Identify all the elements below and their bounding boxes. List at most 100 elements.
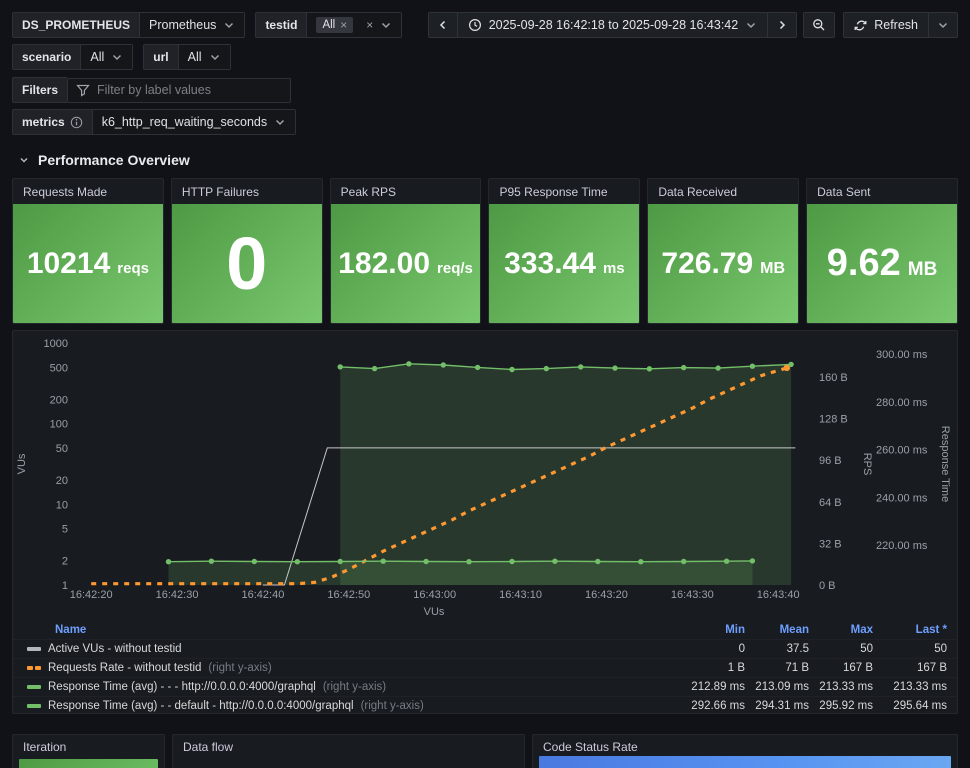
datasource-label: DS_PROMETHEUS: [13, 13, 141, 37]
iteration-panel: Iteration: [12, 734, 165, 768]
vus-axis-label: VUs: [16, 453, 28, 474]
legend-header-max[interactable]: Max: [850, 624, 873, 636]
legend-value-max: 213.33 ms: [819, 681, 873, 693]
legend-header-row: Name Min Mean Max Last *: [13, 621, 957, 639]
datasource-select[interactable]: Prometheus: [140, 13, 245, 37]
series-point: [681, 364, 687, 371]
series-point: [646, 366, 653, 372]
series-point: [440, 362, 446, 368]
clock-icon: [468, 18, 481, 32]
x-axis-label: VUs: [424, 606, 445, 618]
time-range-picker[interactable]: 2025-09-28 16:42:18 to 2025-09-28 16:43:…: [456, 13, 768, 37]
code-status-rate-panel: Code Status Rate: [532, 734, 958, 768]
time-shift-back-button[interactable]: [428, 13, 457, 37]
stat-panel-value-area: 9.62 MB: [807, 204, 957, 323]
rps-axis-label: RPS: [861, 453, 873, 476]
series-point: [251, 558, 257, 565]
chevron-down-icon: [225, 22, 234, 29]
metrics-variable: metrics k6_http_req_waiting_seconds: [12, 109, 297, 135]
series-point: [715, 365, 721, 371]
legend-row: Response Time (avg) - - default - http:/…: [13, 696, 957, 713]
time-shift-forward-button[interactable]: [767, 13, 797, 37]
series-point: [783, 364, 790, 372]
stat-panel: HTTP Failures 0: [170, 178, 323, 324]
legend-value-mean: 37.5: [786, 643, 809, 655]
series-fill: [340, 363, 792, 585]
chevron-down-icon: [382, 22, 391, 29]
toolbar-row-4: metrics k6_http_req_waiting_seconds: [12, 109, 958, 135]
legend-value-last: 167 B: [916, 662, 947, 674]
legend-series-name[interactable]: Response Time (avg) - - default - http:/…: [27, 700, 681, 712]
remove-chip-icon[interactable]: ×: [340, 18, 348, 32]
legend-series-name[interactable]: Requests Rate - without testid (right y-a…: [27, 662, 681, 674]
series-point: [337, 558, 343, 565]
testid-select[interactable]: All × ×: [307, 13, 402, 37]
stat-panel: P95 Response Time 333.44 ms: [488, 178, 641, 324]
clear-all-icon[interactable]: ×: [366, 18, 374, 32]
legend-header-mean[interactable]: Mean: [779, 624, 809, 636]
info-icon[interactable]: [70, 116, 83, 129]
rps-tick-label: 64 B: [819, 497, 842, 509]
x-tick-label: 16:42:40: [242, 589, 285, 601]
vus-tick-label: 5: [62, 524, 68, 536]
refresh-button[interactable]: Refresh: [844, 13, 928, 37]
series-point: [723, 558, 730, 564]
stat-panel-value-area: 182.00 req/s: [330, 204, 481, 323]
stat-unit: reqs: [117, 259, 149, 277]
legend-swatch: [27, 666, 41, 670]
series-point: [371, 365, 378, 372]
x-tick-label: 16:42:50: [327, 589, 370, 601]
metrics-label-text: metrics: [22, 115, 65, 129]
stat-panel: Peak RPS 182.00 req/s: [329, 178, 482, 324]
url-select[interactable]: All: [178, 45, 230, 69]
vus-tick-label: 1000: [44, 338, 68, 350]
series-line: [262, 447, 796, 586]
stat-panel-title: P95 Response Time: [499, 184, 608, 199]
chevron-right-icon: [780, 20, 786, 30]
series-point: [423, 558, 429, 565]
filters-input[interactable]: [97, 83, 283, 97]
legend-header-last[interactable]: Last *: [915, 624, 947, 636]
time-range-text: 2025-09-28 16:42:18 to 2025-09-28 16:43:…: [488, 18, 739, 32]
vus-tick-label: 10: [56, 499, 68, 511]
refresh-interval-button[interactable]: [928, 13, 957, 37]
series-point: [474, 364, 481, 371]
legend-series-name[interactable]: Response Time (avg) - - - http://0.0.0.0…: [27, 681, 681, 693]
stat-panel-value-area: 10214 reqs: [13, 204, 163, 323]
legend-series-name[interactable]: Active VUs - without testid: [27, 643, 681, 655]
metrics-label: metrics: [13, 110, 93, 134]
timeseries-plot[interactable]: 16:42:20 16:42:30 16:42:40 16:42:50 16:43:00…: [13, 331, 956, 621]
legend-header-min[interactable]: Min: [725, 624, 745, 636]
legend-value-mean: 213.09 ms: [755, 681, 809, 693]
zoom-out-button[interactable]: [804, 13, 835, 37]
x-tick-label: 16:42:30: [156, 589, 199, 601]
data-flow-panel: Data flow: [172, 734, 525, 768]
legend-header-name[interactable]: Name: [55, 624, 87, 636]
timeseries-panel: 16:42:20 16:42:30 16:42:40 16:42:50 16:43:00…: [12, 330, 958, 714]
stat-panel-title: Peak RPS: [340, 184, 397, 199]
legend-value-min: 0: [738, 643, 745, 655]
series-point: [595, 558, 601, 565]
section-performance-overview[interactable]: Performance Overview: [18, 152, 958, 168]
stats-row: Requests Made 10214 reqs HTTP Failures 0 Peak…: [12, 178, 958, 324]
series-point: [380, 558, 386, 564]
funnel-icon: [76, 84, 90, 97]
series-fill: [168, 560, 753, 585]
legend-table: Name Min Mean Max Last * Active VUs - without…: [13, 621, 957, 713]
metrics-select[interactable]: k6_http_req_waiting_seconds: [92, 110, 296, 134]
series-point: [612, 365, 618, 371]
time-controls: 2025-09-28 16:42:18 to 2025-09-28 16:43:…: [427, 12, 958, 38]
data-flow-panel-title: Data flow: [183, 740, 234, 754]
stat-panel-value-area: 726.79 MB: [648, 204, 799, 323]
series-point: [509, 366, 515, 373]
stat-panel-title: HTTP Failures: [181, 184, 259, 199]
testid-chip[interactable]: All ×: [316, 17, 354, 33]
rt-tick-label: 240.00 ms: [876, 492, 928, 504]
stat-panel-title: Data Received: [658, 184, 738, 199]
refresh-group: Refresh: [843, 12, 958, 38]
series-point: [208, 558, 215, 564]
chevron-down-icon: [113, 54, 122, 61]
scenario-select[interactable]: All: [81, 45, 133, 69]
legend-swatch: [27, 647, 41, 651]
legend-value-mean: 294.31 ms: [755, 700, 809, 712]
